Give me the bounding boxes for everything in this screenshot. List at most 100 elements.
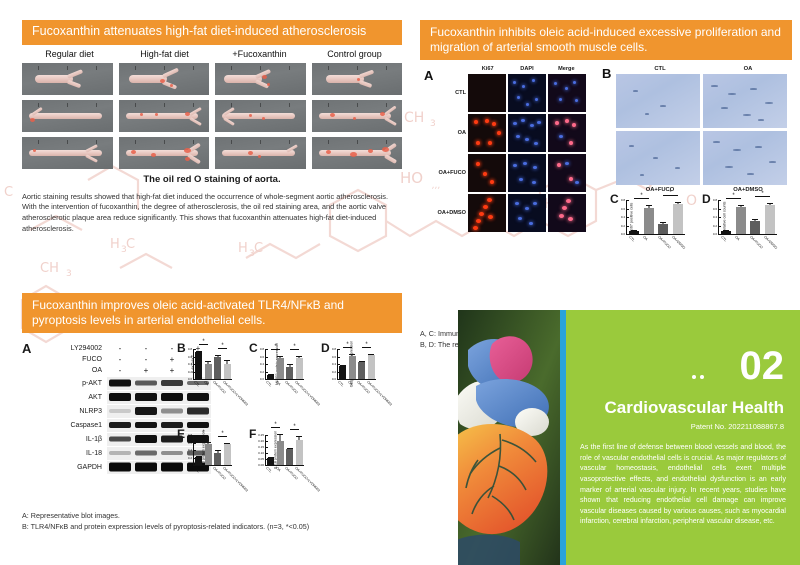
panel-endothelial-blot: Fucoxanthin improves oleic acid-activate… <box>22 293 402 533</box>
if-image-ki67 <box>468 114 506 152</box>
chart-letter: C <box>610 192 619 206</box>
chart-bar <box>735 204 746 234</box>
transwell-grid <box>616 74 792 185</box>
section-number: 02 <box>739 344 785 388</box>
y-axis-tick <box>193 379 196 380</box>
chart-bar <box>295 355 303 379</box>
transwell-label: OA+DMSO <box>733 187 763 193</box>
decorative-dots <box>688 366 704 384</box>
if-image-ki67 <box>468 194 506 232</box>
if-image-ki67 <box>468 74 506 112</box>
chart-letter: B <box>177 341 186 355</box>
y-axis-tick-label: 0.0 <box>331 377 336 381</box>
aorta-column-labels: Regular diet High-fat diet +Fucoxanthin … <box>22 49 402 59</box>
patent-number: Patent No. 202211088867.8 <box>690 422 784 431</box>
x-axis-tick-label: CTL <box>627 235 636 243</box>
chart-bars <box>266 433 304 465</box>
aorta-specimen-image <box>215 136 306 169</box>
chart-x-axis-labels: CTL OA OA+FUCO OA+DMSO <box>719 235 779 257</box>
x-axis-tick-label: OA <box>203 380 210 387</box>
protein-name: IL-1β <box>85 435 102 443</box>
chart-bars <box>194 349 232 379</box>
chart-bar <box>267 373 275 379</box>
protein-name: AKT <box>88 393 102 401</box>
chart-x-axis-labels: CTL OA OA+FUCO OA+FUCO+LY294002 <box>338 380 393 407</box>
x-axis-tick-label: CTL <box>265 380 273 388</box>
transwell-image <box>703 74 787 128</box>
protein-name: IL-18 <box>86 449 102 457</box>
aorta-specimen-image <box>118 62 209 95</box>
y-axis-tick <box>626 217 629 218</box>
chart-letter: F <box>249 427 257 441</box>
x-axis-tick-label: OA+FUCO <box>656 235 672 250</box>
x-axis-tick-label: OA <box>275 380 282 387</box>
y-axis-tick-label: 0.4 <box>187 362 192 366</box>
y-axis-tick <box>337 364 340 365</box>
y-axis-tick-label: 0.4 <box>620 215 625 219</box>
x-axis-tick-label: OA <box>734 235 741 242</box>
y-axis-tick-label: 0.0 <box>620 232 625 236</box>
chart-plot-area: Relative cell counts0.00.20.40.60.8CTLOA… <box>713 195 778 250</box>
blot-lanes <box>107 418 211 432</box>
aorta-image-row <box>22 99 402 132</box>
y-axis-tick-label: 0.6 <box>620 206 625 211</box>
y-axis-tick-label: 0.00 <box>258 463 264 467</box>
y-axis-tick-label: 0.6 <box>259 354 264 359</box>
if-image-dapi <box>508 114 546 152</box>
chart-plot-area: Ki67 positive cells0.00.20.40.60.8CTLOAO… <box>621 195 686 250</box>
x-axis-tick-label: OA+FUCO+LY294002 <box>366 380 393 407</box>
aorta-column-label: High-fat diet <box>140 48 189 59</box>
y-axis-tick <box>193 364 196 365</box>
y-axis-tick-label: 0.15 <box>258 445 264 449</box>
if-image-merge <box>548 154 586 192</box>
chart-bar <box>348 354 356 379</box>
chart-blot-d: DCaspase1 protein expression0.00.20.40.6… <box>321 341 393 407</box>
significance-marker <box>726 197 741 203</box>
y-axis-tick-label: 0.4 <box>712 215 717 219</box>
chart-bar <box>223 360 231 379</box>
x-axis-tick-label: CTL <box>193 380 201 388</box>
y-axis-tick <box>193 349 196 350</box>
y-axis-tick <box>265 371 268 373</box>
chart-bars <box>719 200 777 234</box>
significance-marker <box>663 195 678 200</box>
chart-x-axis-labels: CTL OA OA+FUCO OA+FUCO+LY294002 <box>193 380 249 407</box>
treatment-value: - <box>118 344 122 353</box>
x-axis-tick-label: OA+FUCO+LY294002 <box>294 466 321 493</box>
transwell-section: B CTL OA <box>602 66 792 250</box>
chart-bar <box>214 450 222 465</box>
transwell-label: OA <box>743 66 753 72</box>
if-image-ki67 <box>468 154 506 192</box>
x-axis-tick-label: OA+DMSO <box>763 235 779 250</box>
chart-bar <box>358 361 366 379</box>
cardiovascular-body-text: As the first line of defense between blo… <box>580 443 786 526</box>
x-axis-tick-label: OA <box>203 466 210 473</box>
aorta-column-label: +Fucoxanthin <box>232 48 287 59</box>
treatment-name: LY294002 <box>70 345 102 352</box>
significance-marker <box>198 344 209 349</box>
x-axis-tick-label: CTL <box>193 466 201 474</box>
transwell-image <box>616 74 700 128</box>
y-axis-tick <box>193 457 196 459</box>
y-axis-tick <box>626 234 629 235</box>
panel-smooth-muscle: Fucoxanthin inhibits oleic acid-induced … <box>420 20 792 351</box>
if-image-merge <box>548 74 586 112</box>
chart-letter: C <box>249 341 258 355</box>
if-row-label: OA+DMSO <box>437 210 466 216</box>
chart-bar <box>214 355 222 379</box>
y-axis-tick-label: 0.0 <box>259 377 264 381</box>
if-image-merge <box>548 114 586 152</box>
treatment-value: - <box>118 355 122 364</box>
y-axis-tick-label: 0.0 <box>712 232 717 236</box>
chart-blot-c: CNLRP3 protein expression0.00.20.40.60.8… <box>249 341 321 407</box>
y-axis-tick-label: 0.8 <box>331 347 336 351</box>
treatment-name: OA <box>91 367 102 374</box>
y-axis-tick-label: 0.10 <box>258 451 264 455</box>
chart-x-axis-labels: CTL OA OA+FUCO OA+FUCO+LY294002 <box>193 466 249 493</box>
y-axis-tick <box>265 453 268 454</box>
chart-bar <box>286 364 294 379</box>
chart-bar <box>204 361 212 379</box>
heart-model-photo <box>458 310 560 565</box>
chart-bars <box>627 200 685 234</box>
